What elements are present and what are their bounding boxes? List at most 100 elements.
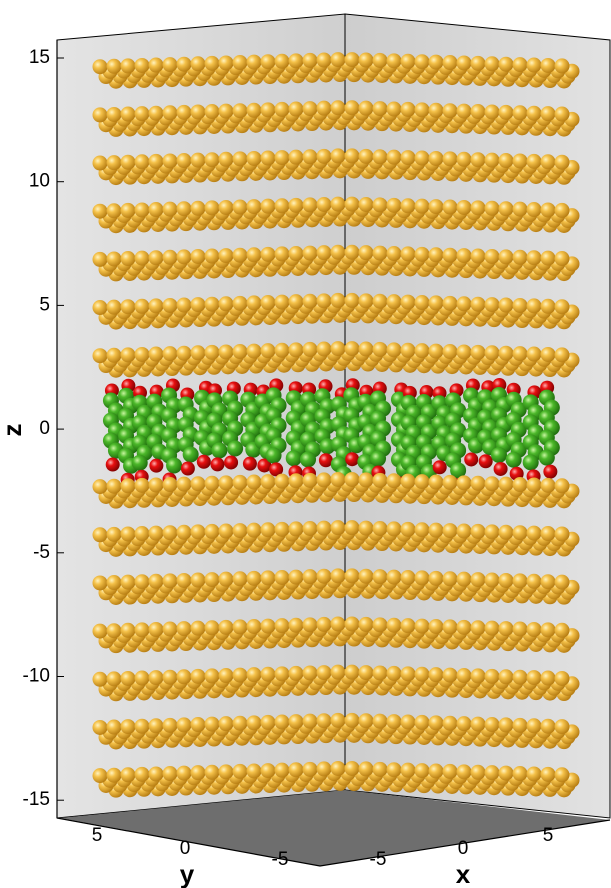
gold-atom: [527, 250, 542, 265]
carbon-atom: [183, 447, 199, 463]
oxygen-atom: [319, 453, 333, 467]
gold-atom: [261, 667, 276, 682]
gold-atom: [93, 107, 108, 122]
gold-atom: [219, 55, 234, 70]
gold-atom: [135, 574, 150, 589]
gold-atom: [457, 764, 472, 779]
gold-atom: [289, 618, 304, 633]
gold-atom: [331, 52, 346, 67]
carbon-atom: [506, 452, 522, 468]
gold-atom: [471, 104, 486, 119]
gold-atom: [261, 102, 276, 117]
gold-atom: [401, 570, 416, 585]
gold-atom: [513, 573, 528, 588]
gold-atom: [373, 149, 388, 164]
gold-atom: [191, 476, 206, 491]
gold-atom: [415, 763, 430, 778]
gold-atom: [555, 155, 570, 170]
gold-atom: [429, 764, 444, 779]
oxygen-atom: [197, 455, 211, 469]
gold-atom: [219, 200, 234, 215]
gold-atom: [275, 618, 290, 633]
gold-atom: [415, 54, 430, 69]
gold-atom: [205, 249, 220, 264]
gold-atom: [93, 204, 108, 219]
gold-atom: [177, 298, 192, 313]
gold-atom: [345, 341, 360, 356]
gold-atom: [373, 294, 388, 309]
gold-atom: [247, 55, 262, 70]
gold-atom: [541, 478, 556, 493]
gold-atom: [555, 347, 570, 362]
gold-atom: [541, 574, 556, 589]
gold-atom: [555, 478, 570, 493]
gold-atom: [443, 296, 458, 311]
gold-atom: [359, 472, 374, 487]
gold-atom: [471, 345, 486, 360]
gold-atom: [261, 247, 276, 262]
gold-atom: [457, 524, 472, 539]
gold-atom: [555, 767, 570, 782]
gold-atom: [485, 104, 500, 119]
gold-atom: [303, 569, 318, 584]
gold-atom: [233, 571, 248, 586]
gold-atom: [219, 248, 234, 263]
gold-atom: [121, 58, 136, 73]
gold-atom: [135, 671, 150, 686]
y-tick-label: 0: [180, 838, 191, 859]
carbon-atom: [539, 450, 555, 466]
z-tick-label: 15: [29, 47, 50, 68]
gold-atom: [247, 523, 262, 538]
gold-atom: [121, 575, 136, 590]
gold-atom: [401, 150, 416, 165]
gold-atom: [331, 245, 346, 260]
gold-atom: [415, 474, 430, 489]
gold-atom: [121, 526, 136, 541]
gold-atom: [471, 297, 486, 312]
gold-atom: [149, 202, 164, 217]
gold-atom: [359, 293, 374, 308]
gold-atom: [555, 58, 570, 73]
gold-atom: [541, 58, 556, 73]
gold-atom: [499, 298, 514, 313]
oxygen-atom: [345, 452, 359, 466]
gold-atom: [359, 761, 374, 776]
gold-atom: [485, 201, 500, 216]
gold-atom: [401, 295, 416, 310]
gold-atom: [177, 57, 192, 72]
gold-atom: [149, 670, 164, 685]
gold-atom: [471, 200, 486, 215]
carbon-atom: [211, 442, 227, 458]
gold-atom: [317, 665, 332, 680]
gold-atom: [135, 202, 150, 217]
gold-atom: [219, 524, 234, 539]
gold-atom: [555, 526, 570, 541]
gold-atom: [275, 54, 290, 69]
gold-atom: [387, 246, 402, 261]
gold-atom: [261, 763, 276, 778]
gold-atom: [261, 343, 276, 358]
gold-atom: [191, 249, 206, 264]
gold-atom: [149, 106, 164, 121]
gold-atom: [261, 619, 276, 634]
gold-atom: [387, 473, 402, 488]
gold-atom: [205, 717, 220, 732]
gold-atom: [485, 669, 500, 684]
oxygen-atom: [543, 465, 557, 479]
gold-atom: [205, 668, 220, 683]
gold-atom: [513, 153, 528, 168]
gold-atom: [93, 300, 108, 315]
gold-atom: [513, 346, 528, 361]
gold-atom: [373, 342, 388, 357]
gold-atom: [191, 669, 206, 684]
gold-atom: [359, 521, 374, 536]
gold-atom: [401, 102, 416, 117]
gold-atom: [289, 342, 304, 357]
gold-atom: [261, 715, 276, 730]
gold-atom: [359, 149, 374, 164]
gold-atom: [527, 670, 542, 685]
gold-atom: [331, 616, 346, 631]
gold-atom: [555, 203, 570, 218]
gold-atom: [373, 197, 388, 212]
gold-atom: [331, 713, 346, 728]
